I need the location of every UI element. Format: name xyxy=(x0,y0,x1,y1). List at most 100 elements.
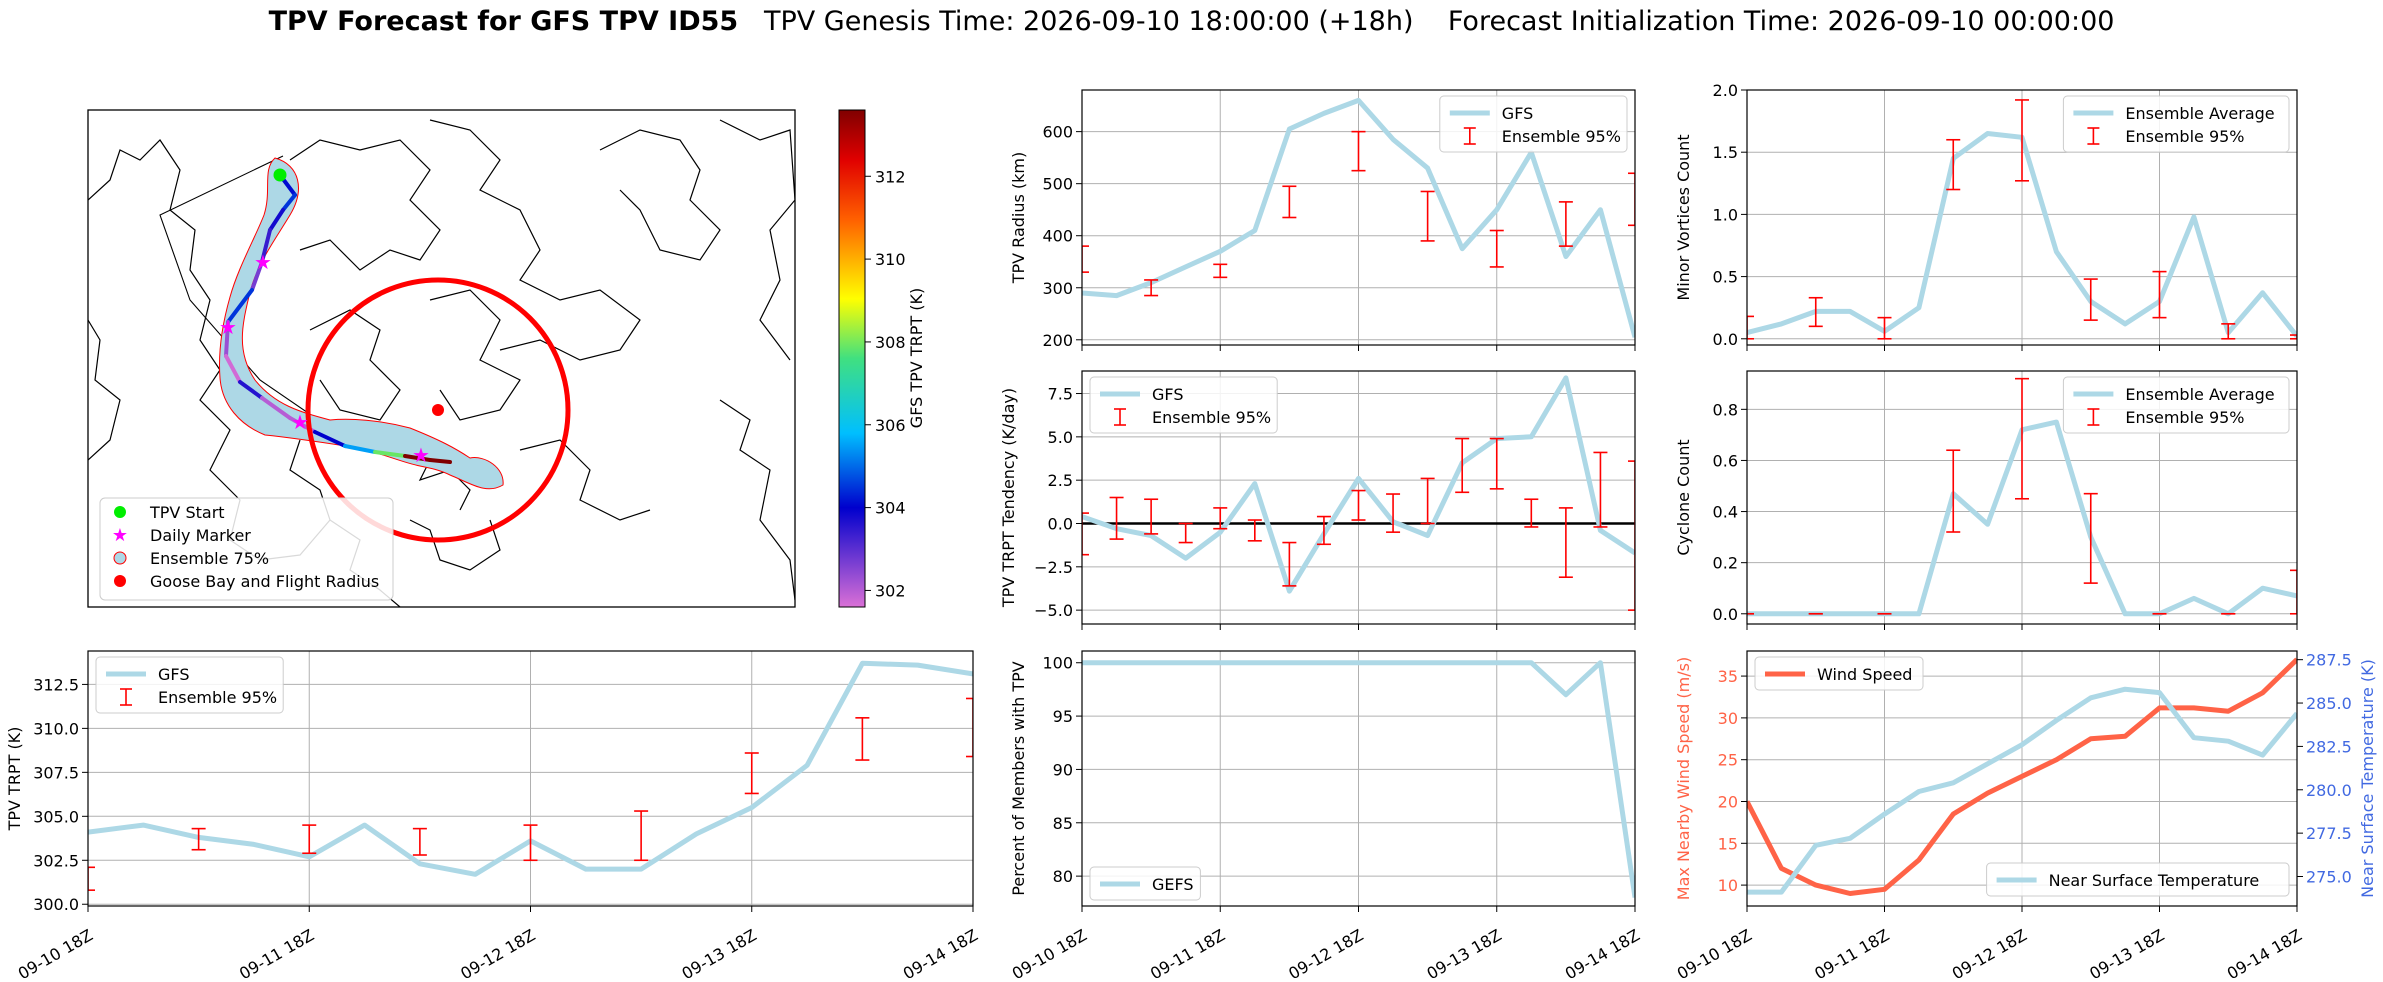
track-segment xyxy=(403,454,432,462)
y-axis-label: TPV Radius (km) xyxy=(1009,152,1028,285)
y-axis-label: Percent of Members with TPV xyxy=(1009,661,1028,895)
legend-goose-bay: Goose Bay and Flight Radius xyxy=(150,572,379,591)
x-tick-label: 09-11 18Z xyxy=(236,925,317,982)
legend-label: Ensemble Average xyxy=(2125,104,2274,123)
legend-label: Ensemble Average xyxy=(2125,385,2274,404)
y-tick-label: 307.5 xyxy=(33,763,79,782)
trpt-panel: 300.0 302.5 305.0 307.5 310.0 312.5 09-10 18Z 0… xyxy=(5,650,981,982)
daily-markers: ★ ★ ★ ★ xyxy=(219,250,430,467)
goose-bay-marker xyxy=(432,404,444,416)
y-axis-label: Minor Vortices Count xyxy=(1674,134,1693,300)
daily-marker: ★ xyxy=(219,315,237,339)
y-axis-label: TPV TRPT (K) xyxy=(5,727,24,832)
y-tick-label: 90 xyxy=(1053,760,1073,779)
legend-label: Near Surface Temperature xyxy=(2049,871,2260,890)
track-segment xyxy=(260,396,292,420)
y2-tick-label: 282.5 xyxy=(2306,737,2352,756)
y2-tick-label: 280.0 xyxy=(2306,781,2352,800)
y-tick-label: 0.2 xyxy=(1713,554,1738,573)
legend-label: Ensemble 95% xyxy=(158,688,277,707)
y-tick-label: 5.0 xyxy=(1048,428,1073,447)
legend-ensemble-symbol xyxy=(113,551,127,565)
plot-frame xyxy=(1081,89,1636,346)
legend-daily-symbol: ★ xyxy=(112,525,128,546)
y-tick-label: 0.6 xyxy=(1713,451,1738,470)
figure-title: TPV Forecast for GFS TPV ID55 TPV Genesi… xyxy=(0,6,2383,37)
legend-ensemble-75: Ensemble 75% xyxy=(150,549,269,568)
x-tick-label: 09-13 18Z xyxy=(1423,925,1504,982)
map-panel: ★ ★ ★ ★ TPV Start ★ Daily Marker Ensemble 7… xyxy=(87,109,926,608)
tpv-start-marker xyxy=(273,168,287,182)
plot-frame xyxy=(1746,370,2298,625)
y2-tick-label: 275.0 xyxy=(2306,868,2352,887)
x-tick-label: 09-10 18Z xyxy=(1674,925,1755,982)
tendency-panel: −5.0 −2.5 0.0 2.5 5.0 7.5 TPV TRPT Tendency (K… xyxy=(999,370,1636,630)
y-tick-label: 95 xyxy=(1053,707,1073,726)
legend-label: GFS xyxy=(158,665,189,684)
x-tick-label: 09-13 18Z xyxy=(678,925,759,982)
legend-label: GEFS xyxy=(1152,875,1194,894)
y-tick-label: 200 xyxy=(1042,331,1073,350)
title-init-time: Forecast Initialization Time: 2026-09-10… xyxy=(1447,6,2115,37)
flight-radius-circle xyxy=(305,277,571,543)
plot-area xyxy=(88,660,973,891)
track-segment xyxy=(313,430,347,448)
y2-axis-label: Near Surface Temperature (K) xyxy=(2358,659,2377,898)
colorbar-tick-label: 306 xyxy=(875,416,906,435)
y-tick-label: 312.5 xyxy=(33,675,79,694)
legend-label: GFS xyxy=(1152,385,1183,404)
y-tick-label: 2.0 xyxy=(1713,81,1738,100)
y-tick-label: 0.5 xyxy=(1713,268,1738,287)
y-tick-label: 0.4 xyxy=(1713,503,1738,522)
track-segment xyxy=(343,444,377,454)
series-line xyxy=(1082,97,1635,338)
plot-frame xyxy=(1081,650,1636,907)
y2-tick-label: 287.5 xyxy=(2306,651,2352,670)
y-tick-label: 100 xyxy=(1042,654,1073,673)
legend-label: Ensemble 95% xyxy=(1502,127,1621,146)
radius-panel: 200 300 400 500 600 TPV Radius (km) GFS Ensembl… xyxy=(1009,89,1636,351)
track-segment xyxy=(250,260,264,292)
plot-frame xyxy=(87,650,974,907)
legend-frame xyxy=(95,656,284,714)
legend-goose-bay-symbol xyxy=(114,575,126,587)
series-line xyxy=(1082,375,1635,594)
legend: Ensemble Average Ensemble 95% xyxy=(2062,376,2290,434)
track-segment xyxy=(268,208,285,232)
y-tick-label: 310.0 xyxy=(33,719,79,738)
y-tick-label: 500 xyxy=(1042,175,1073,194)
legend-frame xyxy=(2062,95,2290,153)
y-axis-label: Max Nearby Wind Speed (m/s) xyxy=(1674,657,1693,900)
colorbar-tick-label: 308 xyxy=(875,333,906,352)
legend-label: Ensemble 95% xyxy=(1152,408,1271,427)
track-segment xyxy=(226,288,254,324)
y-tick-label: 305.0 xyxy=(33,807,79,826)
track-segment xyxy=(224,354,242,384)
x-tick-label: 09-14 18Z xyxy=(2224,925,2305,982)
y-tick-label: 302.5 xyxy=(33,851,79,870)
legend: Ensemble Average Ensemble 95% xyxy=(2062,95,2290,153)
legend: GFS Ensemble 95% xyxy=(95,656,284,714)
x-tick-label: 09-12 18Z xyxy=(1949,925,2030,982)
y-tick-label: 600 xyxy=(1042,123,1073,142)
y-tick-label: 1.0 xyxy=(1713,205,1738,224)
legend: GFS Ensemble 95% xyxy=(1089,376,1278,434)
y-tick-label: 1.5 xyxy=(1713,143,1738,162)
y-tick-label: 400 xyxy=(1042,227,1073,246)
legend-frame xyxy=(1439,95,1628,153)
plot-area xyxy=(1747,99,2297,340)
colorbar: GFS TPV TRPT (K) 302 304 306 308 310 312 xyxy=(838,109,926,608)
track-segment xyxy=(428,458,452,464)
y-tick-label: 0.0 xyxy=(1048,514,1073,533)
colorbar-tick-label: 310 xyxy=(875,250,906,269)
legend-label: GFS xyxy=(1502,104,1533,123)
track-segment xyxy=(260,228,272,264)
wind_temp-panel: 10 15 20 25 30 35 09-10 18Z 09-11 18Z 09-12 18Z 0… xyxy=(1674,650,2377,982)
colorbar-tick-label: 304 xyxy=(875,499,906,518)
y-tick-label: 300.0 xyxy=(33,895,79,914)
y-tick-label: 7.5 xyxy=(1048,385,1073,404)
track-segment xyxy=(281,193,297,212)
x-tick-label: 09-10 18Z xyxy=(15,925,96,982)
minor-panel: 0.0 0.5 1.0 1.5 2.0 Minor Vortices Count Ensem… xyxy=(1674,81,2298,351)
